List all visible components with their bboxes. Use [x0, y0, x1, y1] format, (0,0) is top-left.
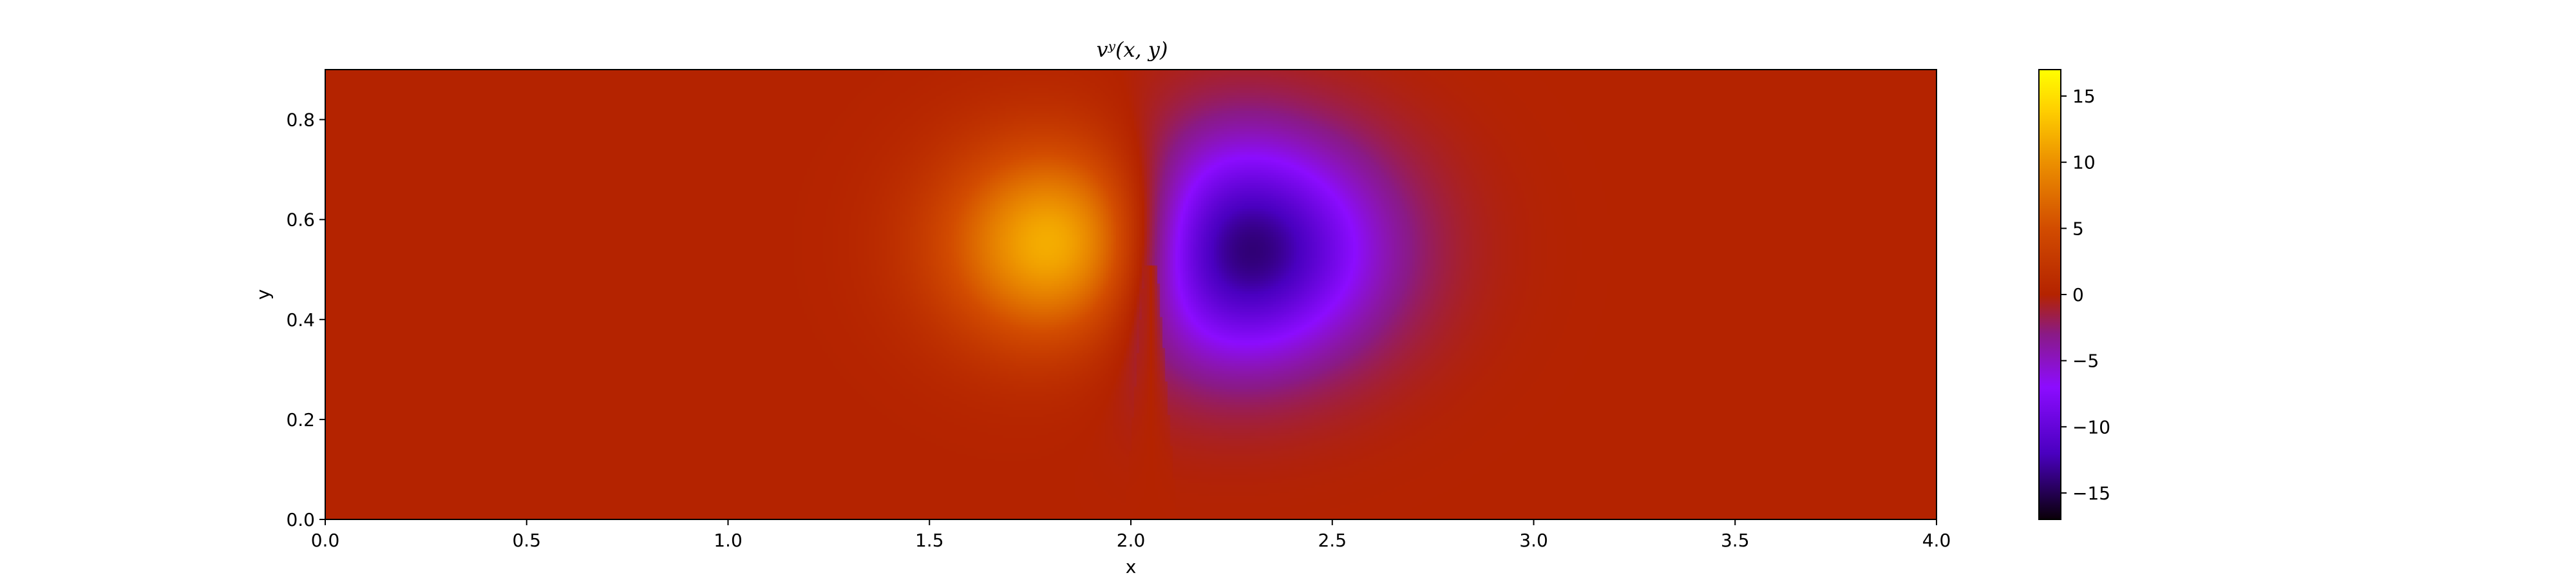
x-tick-label: 1.5 [915, 530, 944, 551]
y-tick-label: 0.4 [286, 309, 315, 331]
y-tick-label: 0.2 [286, 409, 315, 430]
heatmap-field [325, 70, 1937, 519]
x-tick-label: 1.0 [714, 530, 743, 551]
chart-title: vʸ(x, y) [1097, 37, 1168, 62]
x-tick-label: 2.5 [1318, 530, 1347, 551]
y-tick-label: 0.0 [286, 509, 315, 530]
colorbar-ticks: 15 10 5 0 −5 −10 −15 [2061, 86, 2110, 504]
colorbar-tick-label: −15 [2072, 483, 2110, 504]
x-tick-label: 4.0 [1922, 530, 1951, 551]
x-tick-label: 3.0 [1519, 530, 1548, 551]
y-axis: 0.0 0.2 0.4 0.6 0.8 [286, 110, 325, 530]
x-tick-label: 3.5 [1721, 530, 1750, 551]
x-axis: 0.0 0.5 1.0 1.5 2.0 2.5 3.0 3.5 4.0 [311, 519, 1951, 551]
heatmap-plot-area [325, 70, 1937, 519]
y-tick-label: 0.8 [286, 110, 315, 131]
colorbar: 15 10 5 0 −5 −10 −15 [2038, 69, 2110, 520]
colorbar-tick-label: −10 [2072, 416, 2110, 438]
x-tick-label: 2.0 [1117, 530, 1146, 551]
y-axis-label: y [252, 289, 274, 300]
y-tick-label: 0.6 [286, 209, 315, 231]
colorbar-tick-label: 15 [2072, 86, 2096, 107]
colorbar-tick-label: 0 [2072, 284, 2084, 305]
x-tick-label: 0.0 [311, 530, 340, 551]
colorbar-tick-label: 10 [2072, 152, 2096, 173]
colorbar-tick-label: −5 [2072, 351, 2099, 372]
x-tick-label: 0.5 [512, 530, 541, 551]
x-axis-label: x [1126, 556, 1137, 577]
colorbar-tick-label: 5 [2072, 218, 2084, 239]
colorbar-fill [2039, 70, 2061, 519]
